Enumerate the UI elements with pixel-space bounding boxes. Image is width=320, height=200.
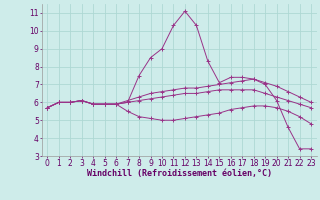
X-axis label: Windchill (Refroidissement éolien,°C): Windchill (Refroidissement éolien,°C): [87, 169, 272, 178]
